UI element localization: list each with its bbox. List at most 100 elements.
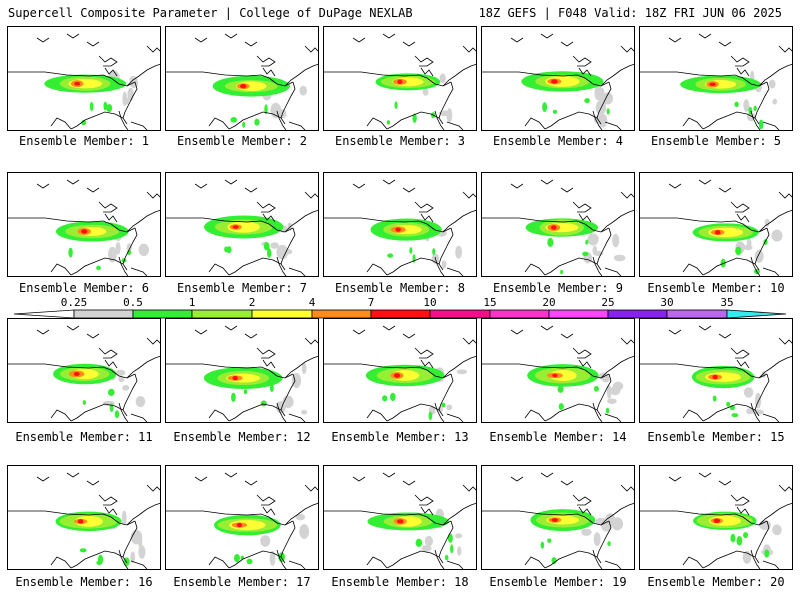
geographic-outline (276, 256, 287, 277)
scp-contour-fill (232, 375, 238, 381)
geographic-outline (572, 55, 592, 67)
geographic-outline (352, 37, 366, 43)
ensemble-map (481, 172, 635, 277)
scp-cell (382, 395, 388, 402)
scp-low-shading (115, 242, 121, 255)
ensemble-map (165, 318, 319, 423)
scp-low-shading (276, 244, 289, 260)
geographic-outline (730, 347, 750, 359)
geographic-outline (244, 41, 258, 47)
geographic-outline (758, 355, 793, 379)
scp-low-shading (581, 528, 592, 536)
ensemble-member-label: Ensemble Member: 2 (176, 134, 308, 148)
scp-contour-fill (714, 230, 721, 235)
scp-cell (540, 541, 545, 549)
geographic-outline (70, 111, 124, 130)
geographic-outline (682, 409, 704, 422)
geographic-outline (146, 337, 161, 345)
geographic-outline (778, 191, 793, 199)
geographic-outline (66, 472, 80, 478)
geographic-outline (352, 183, 366, 189)
scp-low-shading (772, 524, 782, 536)
scp-cell (68, 247, 73, 258)
scp-cell (96, 560, 102, 566)
scp-cell (246, 558, 253, 565)
scp-low-shading (275, 401, 286, 414)
geographic-outline (7, 363, 136, 379)
geographic-outline (323, 217, 452, 233)
scp-cell (412, 113, 417, 123)
ensemble-member-label: Ensemble Member: 14 (489, 430, 627, 444)
geographic-outline (208, 117, 230, 130)
geographic-outline (698, 325, 712, 331)
geographic-outline (668, 37, 682, 43)
scp-cell (230, 117, 238, 123)
scp-contour-fill (395, 227, 401, 232)
geographic-outline (718, 333, 732, 339)
geographic-outline (284, 209, 319, 233)
geographic-outline (165, 71, 294, 87)
scp-cell (557, 385, 564, 393)
scp-low-shading (456, 546, 462, 556)
scp-low-shading (115, 369, 126, 376)
scale-tick-label: 30 (660, 296, 674, 309)
geographic-outline (284, 502, 319, 526)
geographic-outline (194, 183, 208, 189)
scp-low-shading (301, 409, 308, 415)
geographic-outline (402, 333, 416, 339)
scp-contour-fill (552, 373, 558, 378)
geographic-outline (126, 502, 161, 526)
geographic-outline (284, 355, 319, 379)
scp-cell (390, 392, 396, 402)
ensemble-member-label: Ensemble Member: 17 (173, 575, 311, 589)
scp-cell (231, 392, 236, 403)
geographic-outline (146, 191, 161, 199)
scp-low-shading (592, 245, 598, 256)
geographic-outline (284, 63, 319, 87)
scale-bin (370, 309, 431, 319)
scp-low-shading (127, 87, 134, 102)
geographic-outline (620, 337, 635, 345)
geographic-outline (442, 502, 477, 526)
geographic-outline (262, 67, 276, 77)
scale-bin (251, 309, 313, 319)
geographic-outline (256, 494, 276, 506)
ensemble-member-label: Ensemble Member: 3 (334, 134, 466, 148)
geographic-outline (442, 209, 477, 233)
geographic-outline (402, 480, 416, 486)
scale-tick-label: 4 (308, 296, 316, 309)
geographic-outline (288, 267, 306, 277)
scp-low-shading (456, 369, 468, 375)
geographic-outline (572, 494, 592, 506)
scp-contour-fill (712, 374, 718, 380)
geographic-outline (604, 413, 622, 423)
geographic-outline (66, 179, 80, 185)
ensemble-panel (481, 318, 635, 423)
ensemble-member-label: Ensemble Member: 4 (492, 134, 624, 148)
scp-low-shading (138, 545, 146, 559)
geographic-outline (620, 191, 635, 199)
geographic-outline (668, 183, 682, 189)
geographic-outline (86, 333, 100, 339)
geographic-outline (446, 560, 464, 570)
scp-cell (712, 395, 717, 402)
geographic-outline (382, 325, 396, 331)
geographic-outline (578, 67, 592, 77)
scp-low-shading (746, 238, 752, 249)
geographic-outline (244, 333, 258, 339)
geographic-outline (288, 413, 306, 423)
scp-contour-fill (551, 518, 559, 522)
scale-bin (132, 309, 193, 319)
scp-low-shading (455, 533, 463, 539)
scale-tick-label: 35 (720, 296, 734, 309)
ensemble-panel (323, 318, 477, 423)
scp-cell (432, 248, 436, 256)
geographic-outline (323, 363, 452, 379)
scp-low-shading (612, 233, 620, 248)
scp-cell (551, 557, 557, 565)
scp-cell (558, 403, 564, 411)
geographic-outline (462, 337, 477, 345)
ensemble-map (639, 318, 793, 423)
scp-cell (107, 388, 115, 396)
color-scale-bar (13, 309, 787, 319)
